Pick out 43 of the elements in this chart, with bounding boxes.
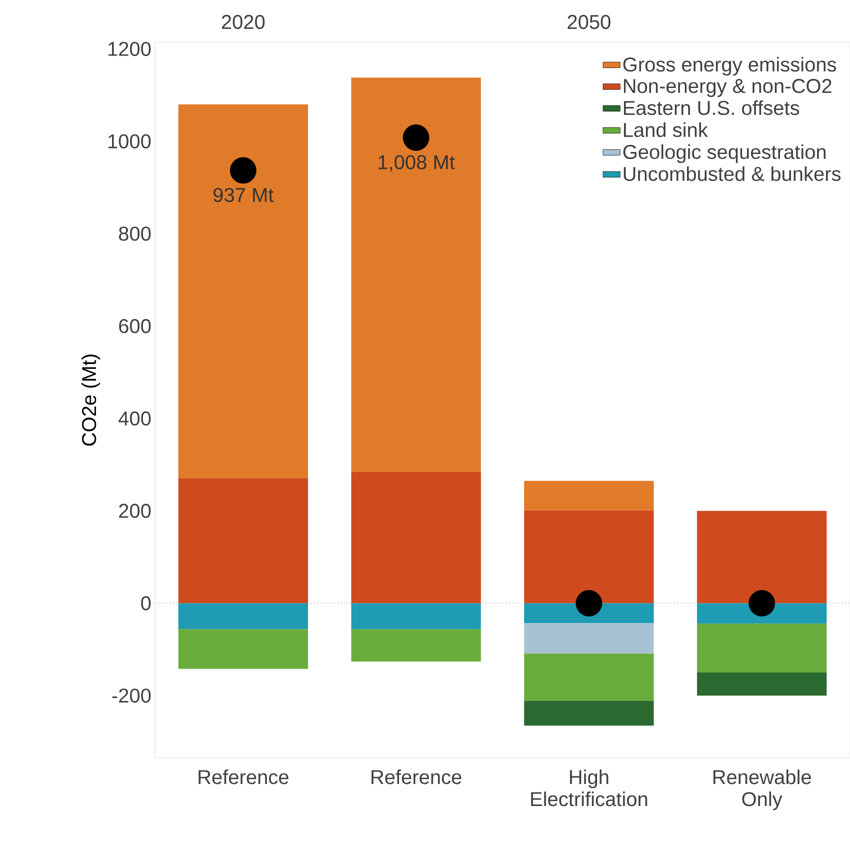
bar <box>524 623 654 654</box>
y-tick-label: 1000 <box>108 134 151 148</box>
bar <box>351 629 481 662</box>
y-tick-label: 400 <box>118 411 151 426</box>
legend-label: Eastern U.S. offsets <box>624 100 800 116</box>
x-tick-label: Renewable Only <box>713 770 811 810</box>
legend-label: Non-energy & non-CO2 <box>624 78 832 98</box>
data-label: 1,008 Mt <box>378 155 455 172</box>
legend-label: Gross energy emissions <box>623 56 836 76</box>
legend-label: Geologic sequestration <box>623 144 826 164</box>
y-tick-label: 0 <box>141 596 151 610</box>
x-tick-label: Reference <box>198 770 288 784</box>
point <box>402 124 430 151</box>
bar <box>351 603 481 630</box>
bar <box>524 510 654 604</box>
legend-label: Uncombusted & bunkers <box>624 166 841 182</box>
data-label: 937 Mt <box>214 188 274 202</box>
bar <box>178 478 308 604</box>
bar <box>178 603 308 630</box>
y-tick-label: 1200 <box>108 42 151 56</box>
text: 2050 <box>568 14 610 30</box>
y-axis-title: CO2e (Mt) <box>81 354 100 446</box>
bar <box>524 700 654 726</box>
bar <box>697 510 827 604</box>
y-tick-label: 200 <box>119 504 151 518</box>
bar <box>178 629 308 669</box>
bar <box>351 78 481 472</box>
y-tick-label: 600 <box>119 319 151 334</box>
text: 2020 <box>222 14 265 30</box>
point <box>230 157 256 184</box>
bar <box>697 672 827 696</box>
x-tick-label: Reference <box>372 770 462 784</box>
bar <box>697 624 827 673</box>
legend-label: Land sink <box>624 122 708 138</box>
y-tick-label: -200 <box>112 688 151 703</box>
bar <box>524 654 654 701</box>
bar <box>524 480 654 510</box>
point <box>576 590 602 616</box>
bar <box>178 104 308 478</box>
y-tick-label: 800 <box>118 226 151 241</box>
point <box>748 590 776 616</box>
x-tick-label: High Electrification <box>531 770 648 806</box>
bar <box>351 472 481 604</box>
